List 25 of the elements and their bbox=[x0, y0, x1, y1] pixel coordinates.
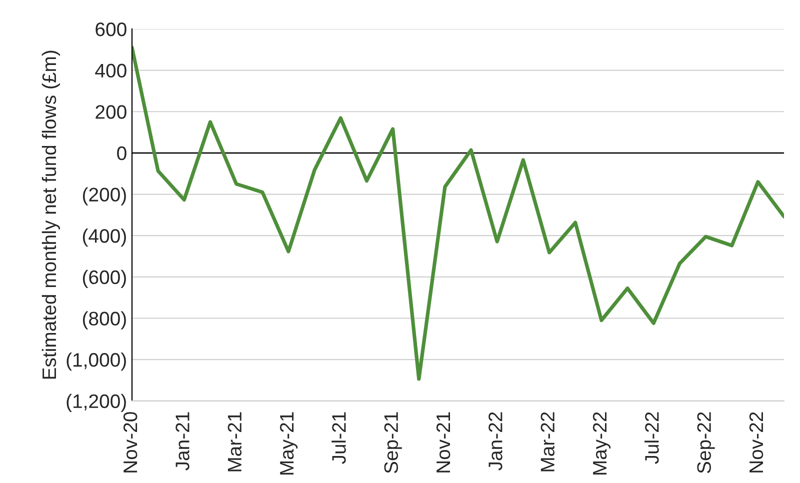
y-axis-title: Estimated monthly net fund flows (£m) bbox=[42, 50, 60, 379]
y-tick-label: 0 bbox=[117, 146, 126, 160]
y-tick-label: 200 bbox=[96, 105, 126, 119]
x-tick-label: Nov-22 bbox=[749, 412, 764, 472]
x-tick-label: Mar-22 bbox=[540, 412, 554, 472]
line-series bbox=[132, 46, 784, 381]
y-tick-label: (400) bbox=[82, 228, 126, 247]
x-tick-label: May-21 bbox=[280, 412, 298, 475]
x-tick-label: Mar-21 bbox=[228, 412, 242, 472]
x-tick-label: Jul-22 bbox=[644, 412, 659, 464]
y-tick-label: 400 bbox=[95, 64, 126, 78]
x-tick-label: Jan-21 bbox=[176, 412, 190, 470]
x-tick-label: Sep-21 bbox=[384, 412, 402, 474]
x-tick-label: May-22 bbox=[592, 412, 611, 475]
y-tick-label: (200) bbox=[82, 187, 126, 206]
y-tick-label: (1,000) bbox=[66, 352, 126, 371]
y-tick-label: (800) bbox=[82, 311, 126, 330]
y-tick-label: (600) bbox=[82, 270, 126, 288]
x-tick-label: Nov-21 bbox=[436, 412, 450, 472]
x-tick-label: Jan-22 bbox=[488, 412, 502, 470]
y-tick-label: (1,200) bbox=[66, 394, 126, 412]
y-tick-label: 600 bbox=[96, 22, 126, 36]
x-tick-label: Sep-22 bbox=[697, 412, 715, 474]
x-tick-label: Jul-21 bbox=[332, 412, 346, 464]
x-tick-label: Nov-20 bbox=[123, 412, 138, 472]
